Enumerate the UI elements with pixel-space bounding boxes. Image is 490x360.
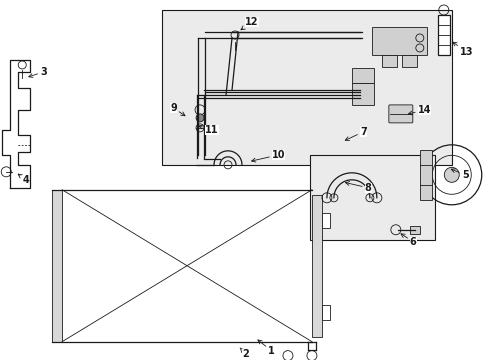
Text: 9: 9	[170, 103, 185, 116]
Text: 8: 8	[345, 181, 372, 193]
Text: 13: 13	[453, 42, 473, 57]
Bar	[352, 83, 374, 105]
Text: 2: 2	[240, 348, 249, 359]
Text: 7: 7	[345, 127, 367, 140]
Bar	[162, 10, 452, 165]
Text: 6: 6	[401, 234, 416, 247]
Text: 11: 11	[198, 125, 219, 135]
Text: 10: 10	[251, 150, 286, 162]
Circle shape	[444, 167, 459, 182]
Bar	[312, 195, 322, 337]
Text: 5: 5	[451, 169, 468, 180]
Bar	[402, 55, 417, 67]
Text: 12: 12	[241, 17, 259, 30]
Bar	[420, 150, 432, 200]
Text: 14: 14	[409, 105, 431, 115]
Bar	[310, 155, 435, 240]
Bar	[382, 55, 397, 67]
Bar	[322, 305, 330, 320]
FancyBboxPatch shape	[389, 105, 413, 123]
Bar	[322, 213, 330, 228]
Bar	[52, 190, 62, 342]
Text: 1: 1	[258, 340, 275, 356]
Circle shape	[196, 114, 204, 122]
Bar	[352, 68, 374, 83]
Text: 4: 4	[18, 174, 29, 185]
Bar	[410, 226, 420, 234]
Bar	[438, 15, 450, 55]
Bar	[372, 27, 427, 55]
Text: 3: 3	[29, 67, 47, 77]
